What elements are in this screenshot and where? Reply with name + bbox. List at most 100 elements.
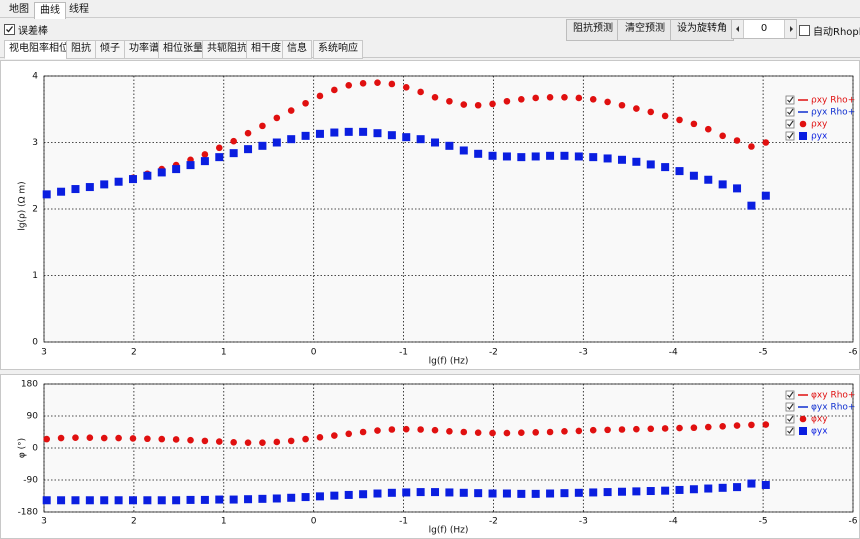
- data-point: [459, 488, 468, 497]
- tab[interactable]: 线程: [69, 4, 89, 15]
- data-point: [229, 495, 238, 504]
- data-point: [747, 201, 756, 210]
- legend-checkbox: [785, 119, 795, 129]
- data-point: [402, 84, 410, 91]
- x-tick-label: -1: [399, 517, 408, 527]
- check-mark: [787, 96, 794, 103]
- spinner-increment[interactable]: [784, 20, 796, 38]
- data-point: [244, 439, 252, 446]
- data-point: [474, 489, 483, 498]
- y-tick-label: 90: [27, 412, 39, 422]
- check-mark: [787, 427, 794, 434]
- sub-tab[interactable]: 阻抗: [66, 40, 96, 59]
- data-point: [762, 139, 770, 146]
- data-point: [431, 488, 440, 497]
- data-point: [316, 434, 324, 441]
- data-point: [373, 129, 382, 138]
- data-point: [532, 94, 539, 102]
- data-point: [633, 425, 640, 433]
- checkbox[interactable]: [4, 24, 15, 35]
- button[interactable]: 设为旋转角: [670, 19, 734, 41]
- legend-marker: [799, 132, 807, 140]
- sub-tab[interactable]: 视电阻率相位: [4, 40, 74, 59]
- tab-selected[interactable]: 曲线: [34, 2, 66, 19]
- data-point: [402, 133, 411, 142]
- tab[interactable]: 地图: [9, 4, 29, 15]
- data-point: [748, 421, 755, 429]
- data-point: [42, 190, 51, 199]
- data-point: [302, 435, 309, 443]
- data-point: [158, 435, 166, 443]
- data-point: [272, 494, 281, 503]
- legend-label: ρxy: [811, 120, 828, 130]
- spinner-decrement[interactable]: [732, 20, 744, 38]
- sub-tab[interactable]: 倾子: [95, 40, 125, 59]
- button[interactable]: 清空预测: [617, 19, 673, 41]
- data-point: [417, 88, 424, 96]
- data-point: [200, 157, 209, 166]
- data-point: [646, 160, 655, 169]
- data-point: [517, 489, 526, 498]
- check-mark: [6, 26, 14, 33]
- data-point: [517, 153, 526, 162]
- x-tick-label: 3: [41, 348, 47, 358]
- x-tick-label: -4: [669, 517, 678, 527]
- data-point: [560, 151, 569, 160]
- x-axis-label: lg(f) (Hz): [429, 357, 469, 367]
- data-point: [230, 137, 237, 145]
- x-axis-label: lg(f) (Hz): [429, 526, 469, 536]
- data-point: [114, 496, 123, 505]
- data-point: [646, 487, 655, 496]
- data-point: [387, 131, 396, 140]
- data-point: [546, 489, 555, 498]
- arrow-icon: [790, 26, 793, 32]
- sub-tab[interactable]: 共轭阻抗: [202, 40, 252, 59]
- data-point: [215, 153, 224, 162]
- data-point: [474, 429, 482, 437]
- check-mark: [787, 120, 794, 127]
- data-point: [618, 426, 626, 433]
- data-point: [488, 489, 497, 498]
- legend-checkbox: [785, 414, 795, 424]
- data-point: [690, 424, 698, 432]
- arrow-icon: [736, 26, 739, 32]
- data-point: [172, 165, 181, 174]
- legend-label: φxy Rho+: [811, 391, 855, 401]
- data-point: [331, 86, 338, 94]
- sub-tab[interactable]: 信息: [282, 40, 312, 59]
- auto-rhoplus-toggle[interactable]: 自动Rhoplus: [799, 23, 860, 38]
- sub-tab[interactable]: 相位张量: [158, 40, 208, 59]
- data-point: [115, 434, 122, 442]
- data-point: [374, 427, 381, 434]
- data-point: [43, 435, 50, 443]
- button[interactable]: 阻抗预测: [566, 19, 620, 41]
- data-point: [287, 135, 296, 144]
- data-point: [589, 426, 597, 434]
- data-point: [302, 99, 309, 107]
- x-tick-label: -2: [489, 348, 498, 358]
- data-point: [345, 82, 353, 89]
- data-point: [244, 495, 253, 504]
- checkbox[interactable]: [799, 25, 810, 36]
- legend-checkbox: [785, 95, 795, 105]
- sub-tab[interactable]: 系统响应: [313, 40, 363, 59]
- data-point: [589, 488, 598, 497]
- spinner-value[interactable]: 0: [760, 23, 768, 34]
- x-tick-label: -5: [759, 517, 768, 527]
- data-point: [143, 171, 152, 180]
- data-point: [301, 493, 310, 502]
- data-point: [531, 489, 540, 498]
- data-point: [402, 425, 410, 433]
- legend-checkbox: [785, 107, 795, 117]
- data-point: [71, 185, 80, 194]
- data-point: [589, 95, 597, 103]
- data-point: [57, 434, 65, 442]
- error-bar-toggle[interactable]: 误差棒: [4, 22, 48, 37]
- data-point: [733, 184, 742, 193]
- data-point: [560, 489, 569, 498]
- data-point: [445, 141, 454, 150]
- x-tick-label: -3: [579, 348, 588, 358]
- data-point: [474, 149, 483, 158]
- sub-tab[interactable]: 相干度: [246, 40, 286, 59]
- y-axis-label: φ (°): [18, 438, 28, 458]
